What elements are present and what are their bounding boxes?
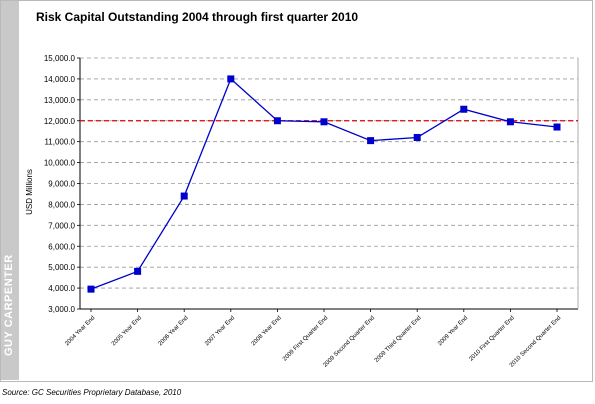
data-point	[506, 118, 514, 126]
data-point	[367, 137, 375, 145]
x-tick-label: 2004 Year End	[64, 315, 96, 347]
data-point	[87, 285, 95, 293]
x-tick-label: 2006 Year End	[158, 315, 190, 347]
data-point	[413, 133, 421, 141]
line-chart: 3,000.0 4,000.0 5,000.0 6,000.0 7,000.0 8,000…	[25, 54, 579, 369]
x-tick-label: 2010 First Quarter End	[468, 315, 515, 362]
y-tick-label: 9,000.0	[48, 180, 75, 189]
x-tick-label: 2008 Year End	[251, 315, 283, 347]
y-tick-label: 14,000.0	[44, 75, 76, 84]
gridlines	[80, 57, 578, 289]
x-tick-label: 2007 Year End	[204, 315, 236, 347]
series-group	[87, 75, 561, 293]
y-tick-label: 4,000.0	[48, 284, 75, 293]
y-tick-label: 13,000.0	[44, 96, 76, 105]
x-tick-label: 2009 Second Quarter End	[322, 315, 376, 369]
series-line	[90, 77, 558, 290]
source-note: Source: GC Securities Proprietary Databa…	[2, 388, 182, 397]
y-tick-labels: 3,000.0 4,000.0 5,000.0 6,000.0 7,000.0 8,000…	[44, 54, 76, 314]
data-point	[180, 192, 188, 200]
brand-sidebar: GUY CARPENTER	[1, 1, 19, 380]
y-tick-label: 5,000.0	[48, 263, 75, 272]
y-tick-label: 15,000.0	[44, 54, 76, 63]
data-point	[320, 118, 328, 126]
data-point	[227, 75, 235, 83]
y-tick-label: 7,000.0	[48, 221, 75, 230]
y-tick-label: 12,000.0	[44, 117, 76, 126]
y-tick-label: 11,000.0	[44, 138, 75, 147]
data-point	[460, 105, 468, 113]
x-tick-label: 2009 First Quarter End	[282, 315, 329, 362]
y-axis-label: USD Millions	[25, 169, 34, 215]
axes	[77, 57, 579, 312]
x-tick-label: 2005 Year End	[111, 315, 143, 347]
y-tick-label: 6,000.0	[48, 242, 75, 251]
chart-title: Risk Capital Outstanding 2004 through fi…	[36, 10, 359, 24]
y-tick-label: 8,000.0	[48, 200, 75, 209]
y-tick-label: 3,000.0	[48, 305, 75, 314]
y-tick-label: 10,000.0	[44, 159, 76, 168]
data-point	[134, 267, 142, 275]
x-tick-label: 2010 Second Quarter End	[509, 315, 563, 369]
x-tick-labels: 2004 Year End 2005 Year End 2006 Year End 2…	[64, 315, 562, 369]
x-tick-label: 2009 Third Quarter End	[374, 315, 423, 364]
data-point	[273, 117, 281, 125]
x-tick-label: 2009 Year End	[437, 315, 469, 347]
chart-frame	[0, 0, 593, 382]
data-point	[553, 123, 561, 131]
